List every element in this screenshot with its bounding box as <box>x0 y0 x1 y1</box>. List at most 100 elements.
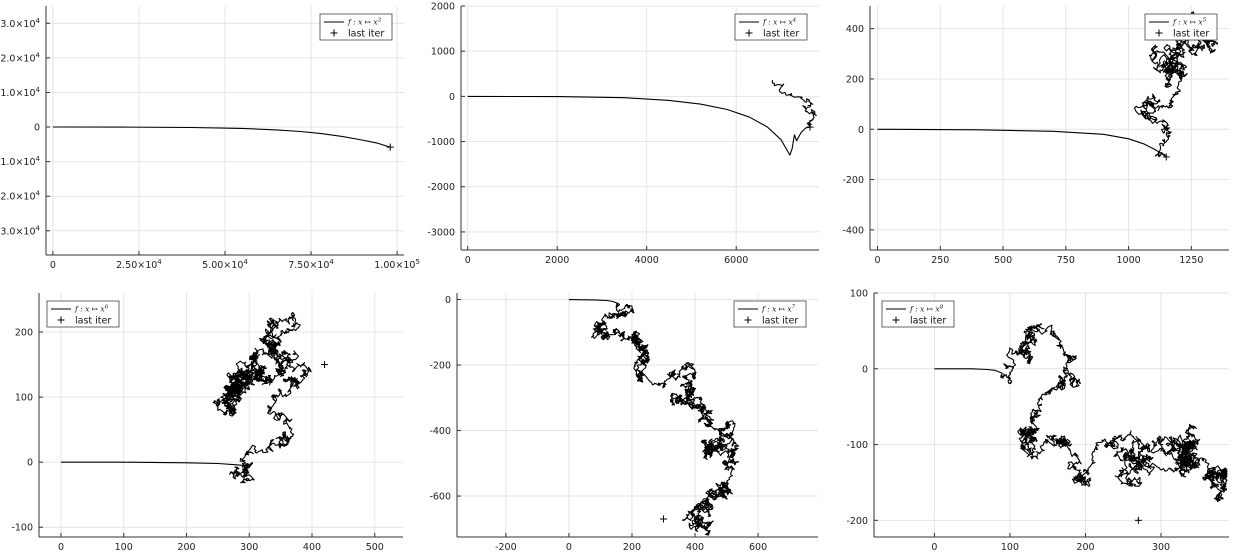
y-tick-label: -2000 <box>427 182 455 193</box>
legend-exponent: 3 <box>378 18 382 24</box>
x-tick-label: 0 <box>58 542 64 553</box>
y-tick-label: 400 <box>846 24 864 35</box>
x-tick-label: 200 <box>623 542 641 553</box>
x-tick-label: 1.00×105 <box>374 258 420 271</box>
y-tick-label: 0 <box>34 123 40 134</box>
panel-1: 0 2.50×104 5.00×104 7.50×104 1.00×105 3.0×104… <box>0 6 420 271</box>
legend: f : x ↦ x3 last iter <box>319 13 393 41</box>
x-tick-label: 750 <box>1057 255 1075 266</box>
x-tick-label: 200 <box>1076 542 1094 553</box>
y-tick-label: 200 <box>15 328 33 339</box>
y-tick-label: 1.0×104 <box>0 86 40 99</box>
y-tick-label: 3.0×104 <box>0 17 40 30</box>
legend-box <box>733 300 807 328</box>
x-tick-label: 600 <box>749 542 767 553</box>
y-tick-exponent: 4 <box>36 17 41 25</box>
legend-label-last-iter: last iter <box>763 29 799 40</box>
series-line <box>52 126 391 148</box>
panel-3: 0 250 500 750 1000 1250 400 200 0 -200 -400 f : x ↦… <box>842 6 1229 266</box>
y-tick-label: -600 <box>429 492 451 503</box>
panel-5: -200 0 200 400 600 0 -200 -400 -600 f : x ↦ x7 las… <box>429 293 818 553</box>
series-walk <box>591 302 740 536</box>
series-line <box>568 299 619 305</box>
x-tick-label: 2000 <box>545 255 569 266</box>
legend-label-f: f : x ↦ x4 <box>762 18 797 27</box>
legend: f : x ↦ x8 last iter <box>881 300 955 328</box>
y-tick-exponent: 4 <box>36 86 41 94</box>
legend-box <box>46 300 120 328</box>
legend-label-f: f : x ↦ x6 <box>74 305 109 314</box>
x-tick-label: 6000 <box>724 255 748 266</box>
x-tick-label: 300 <box>1152 542 1170 553</box>
y-tick-label: -1.0×104 <box>0 155 41 168</box>
x-tick-label: 0 <box>931 542 937 553</box>
y-tick-label: 1000 <box>431 47 455 58</box>
y-tick-label: 0 <box>445 295 451 306</box>
x-tick-label: 500 <box>366 542 384 553</box>
x-tick-label: 200 <box>177 542 195 553</box>
y-tick-label: 100 <box>850 289 868 300</box>
y-tick-label: 2000 <box>431 2 455 13</box>
x-tick-label: 0 <box>566 542 572 553</box>
x-tick-label: 400 <box>303 542 321 553</box>
x-tick-label: -200 <box>495 542 517 553</box>
y-tick-label: -3000 <box>427 227 455 238</box>
legend-label-last-iter: last iter <box>762 316 798 327</box>
x-tick-label: 7.50×104 <box>288 258 334 271</box>
legend-box <box>319 13 393 41</box>
x-tick-label: 300 <box>240 542 258 553</box>
legend-label-last-iter: last iter <box>910 316 946 327</box>
x-tick-exponent: 4 <box>243 258 248 266</box>
y-tick-label: -400 <box>429 426 451 437</box>
series-line <box>467 95 811 156</box>
x-tick-label: 500 <box>994 255 1012 266</box>
series-walk <box>212 311 312 484</box>
legend-label-last-iter: last iter <box>75 316 111 327</box>
legend-exponent: 8 <box>940 305 944 311</box>
y-tick-label: 100 <box>15 393 33 404</box>
y-tick-label: -1000 <box>427 137 455 148</box>
legend-exponent: 5 <box>1203 18 1207 24</box>
legend-label-last-iter: last iter <box>1173 29 1209 40</box>
x-tick-exponent: 5 <box>415 258 419 266</box>
x-tick-label: 250 <box>931 255 949 266</box>
x-tick-label: 0 <box>465 255 471 266</box>
y-tick-label: 0 <box>449 92 455 103</box>
y-tick-label: -2.0×104 <box>0 190 41 203</box>
y-tick-label: -400 <box>842 225 864 236</box>
x-tick-label: 100 <box>115 542 133 553</box>
x-tick-label: 100 <box>1001 542 1019 553</box>
legend-box <box>734 13 808 41</box>
y-tick-label: -3.0×104 <box>0 224 41 237</box>
x-tick-label: 0 <box>50 260 56 271</box>
legend: f : x ↦ x6 last iter <box>46 300 120 328</box>
x-tick-label: 1250 <box>1179 255 1203 266</box>
x-tick-label: 1000 <box>1116 255 1140 266</box>
x-tick-label: 5.00×104 <box>202 258 248 271</box>
y-tick-label: -200 <box>429 361 451 372</box>
legend: f : x ↦ x4 last iter <box>734 13 808 41</box>
legend-label-last-iter: last iter <box>348 29 384 40</box>
legend: f : x ↦ x7 last iter <box>733 300 807 328</box>
series-walk <box>1133 11 1218 158</box>
panel-2: 0 2000 4000 6000 2000 1000 0 -1000 -2000 -3000 f :… <box>427 2 819 266</box>
x-tick-label: 4000 <box>635 255 659 266</box>
x-tick-label: 400 <box>686 542 704 553</box>
y-tick-label: -200 <box>846 516 868 527</box>
panel-6: 0 100 200 300 100 0 -100 -200 f : x ↦ x8 last ite… <box>846 289 1229 553</box>
y-tick-label: 0 <box>27 458 33 469</box>
legend-label-f: f : x ↦ x8 <box>909 305 944 314</box>
y-tick-label: -200 <box>842 175 864 186</box>
legend-label-f: f : x ↦ x3 <box>347 18 382 27</box>
series-line <box>877 128 1167 158</box>
legend: f : x ↦ x5 last iter <box>1144 13 1218 41</box>
x-tick-exponent: 4 <box>329 258 334 266</box>
y-tick-label: -100 <box>11 523 33 534</box>
legend-label-f: f : x ↦ x5 <box>1172 18 1207 27</box>
y-tick-label: 0 <box>862 364 868 375</box>
series-line <box>61 461 250 467</box>
legend-exponent: 7 <box>792 305 796 311</box>
y-tick-label: 0 <box>858 125 864 136</box>
y-tick-exponent: 4 <box>36 224 41 232</box>
